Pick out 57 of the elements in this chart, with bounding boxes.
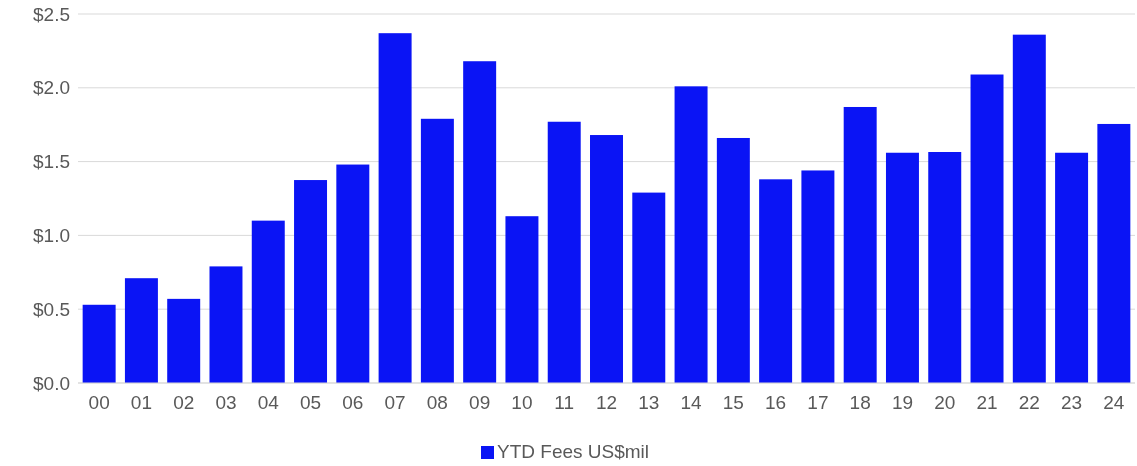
bar [505,216,539,383]
x-tick-label: 10 [511,392,533,413]
bar [167,298,201,383]
x-tick-label: 08 [426,392,448,413]
x-tick-label: 14 [680,392,703,413]
bar [716,137,750,383]
bar [209,266,243,383]
y-tick-label: $2.5 [33,3,70,25]
x-tick-label: 01 [130,392,152,413]
bar [294,180,328,383]
x-tick-label: 09 [469,392,491,413]
x-tick-label: 12 [595,392,618,413]
x-tick-label: 22 [1018,392,1040,413]
x-tick-label: 20 [934,392,956,413]
bar [1097,123,1131,383]
bar [82,304,116,383]
bar [928,152,962,383]
x-tick-label: 07 [384,392,406,413]
bar [759,179,793,383]
bar [378,33,412,383]
x-tick-label: 17 [807,392,829,413]
bar [843,106,877,383]
x-tick-label: 03 [215,392,237,413]
bar [801,170,835,383]
x-tick-label: 06 [342,392,364,413]
bar [251,220,285,383]
x-tick-label: 15 [722,392,744,413]
y-tick-label: $1.0 [33,225,70,247]
x-tick-label: 18 [849,392,871,413]
y-tick-label: $0.0 [33,372,70,394]
bar [463,61,497,383]
bar [970,74,1004,383]
x-tick-label: 05 [299,392,322,413]
x-tick-label: 23 [1061,392,1083,413]
bar [547,121,581,383]
x-tick-label: 24 [1103,392,1125,413]
x-tick-label: 04 [257,392,280,413]
bar [590,135,623,383]
x-tick-label: 21 [976,392,998,413]
legend-label: YTD Fees US$mil [497,441,650,462]
x-tick-label: 00 [88,392,110,413]
x-tick-label: 16 [765,392,787,413]
x-tick-label: 13 [638,392,660,413]
bar [674,86,708,383]
x-tick-label: 19 [891,392,914,413]
bar [420,118,454,383]
bar [1012,34,1046,383]
y-tick-label: $0.5 [33,298,70,320]
bar [1055,152,1089,383]
y-tick-label: $2.0 [33,77,70,99]
x-tick-label: 02 [173,392,195,413]
bar [124,278,158,383]
y-tick-label: $1.5 [33,151,70,173]
x-tick-label: 11 [554,392,575,413]
bar [632,192,666,383]
bar [336,164,370,383]
bar [885,152,919,383]
